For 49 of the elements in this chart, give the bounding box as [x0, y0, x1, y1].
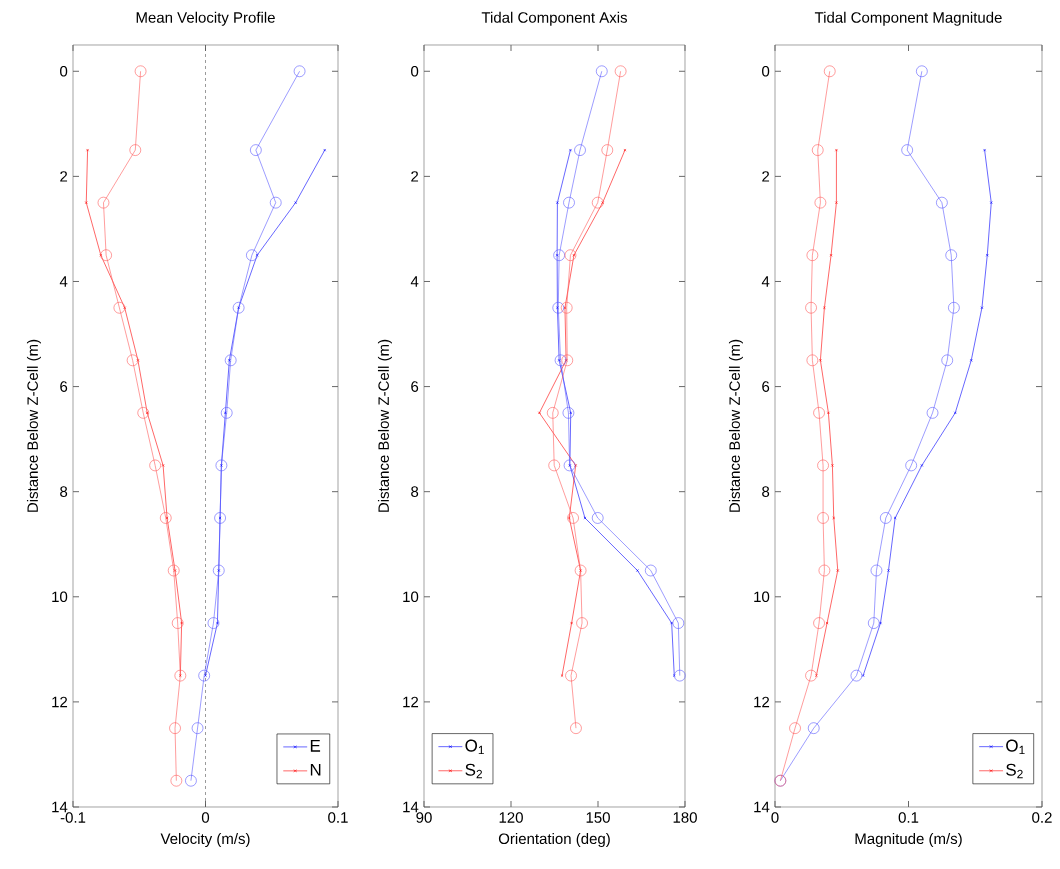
- y-tick-label: 10: [754, 591, 770, 603]
- y-axis-title: Distance Below Z-Cell (m): [26, 339, 41, 512]
- x-axis-title: Velocity (m/s): [160, 833, 250, 847]
- y-axis-title: Distance Below Z-Cell (m): [377, 339, 392, 512]
- y-tick-label: 2: [762, 171, 770, 182]
- y-tick-label: 12: [403, 696, 419, 708]
- y-tick-label: 6: [60, 381, 68, 392]
- y-tick-label: 10: [52, 591, 68, 603]
- y-axis-title: Distance Below Z-Cell (m): [728, 339, 743, 512]
- x-tick-label: 0: [201, 812, 210, 823]
- y-tick-label: 14: [52, 801, 68, 813]
- x-axis-title: Magnitude (m/s): [855, 833, 962, 847]
- y-tick-label: 2: [60, 171, 68, 182]
- legend-label: S$_{2}$: [465, 763, 482, 779]
- x-tick-label: 0.1: [328, 812, 348, 823]
- y-tick-label: 6: [411, 381, 419, 392]
- y-tick-label: 2: [411, 171, 419, 182]
- y-tick-label: 0: [411, 65, 419, 77]
- legend-label: O$_{1}$: [465, 739, 484, 755]
- y-tick-label: 8: [762, 486, 770, 497]
- y-tick-label: 12: [52, 696, 68, 708]
- y-tick-label: 4: [761, 276, 770, 287]
- y-tick-label: 14: [403, 801, 419, 813]
- chart-title: Tidal Component Axis: [481, 11, 628, 26]
- y-tick-label: 0: [762, 65, 770, 77]
- legend-label: O$_{1}$: [1006, 739, 1025, 755]
- y-tick-label: 14: [754, 801, 770, 813]
- y-tick-label: 4: [59, 276, 68, 287]
- chart-title: Mean Velocity Profile: [136, 11, 275, 26]
- x-tick-label: 0.2: [1032, 812, 1052, 823]
- y-tick-label: 4: [410, 276, 419, 287]
- y-tick-label: 8: [60, 486, 68, 497]
- x-tick-label: 0: [771, 812, 779, 823]
- x-tick-label: 0.1: [898, 812, 919, 823]
- legend-label: S$_{2}$: [1006, 763, 1023, 779]
- x-tick-label: 120: [499, 812, 523, 823]
- x-tick-label: 90: [416, 812, 432, 823]
- chart-title: Tidal Component Magnitude: [814, 11, 1002, 26]
- y-tick-label: 6: [762, 381, 770, 392]
- y-tick-label: 8: [411, 486, 419, 497]
- x-axis-title: Orientation (deg): [498, 833, 610, 847]
- legend-label: N: [310, 763, 321, 776]
- x-tick-label: -0.1: [60, 812, 86, 823]
- x-tick-label: 150: [586, 812, 610, 823]
- y-tick-label: 10: [403, 591, 419, 603]
- y-tick-label: 0: [60, 65, 68, 77]
- x-tick-label: 180: [673, 812, 697, 823]
- y-tick-label: 12: [754, 696, 770, 708]
- legend-label: E: [310, 739, 321, 752]
